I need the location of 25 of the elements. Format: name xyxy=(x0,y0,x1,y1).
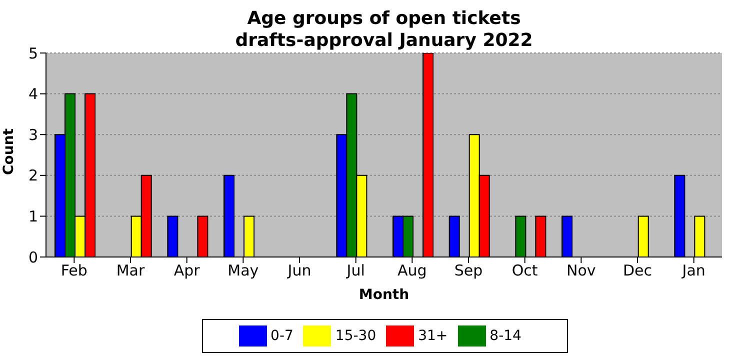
y-tick-label: 5 xyxy=(28,44,38,62)
legend-label: 31+ xyxy=(418,328,448,344)
legend-label: 0-7 xyxy=(270,328,294,344)
x-tick-label: Nov xyxy=(566,262,596,280)
x-tick-label: Sep xyxy=(454,262,483,280)
x-axis-title: Month xyxy=(358,287,410,303)
y-tick-label: 2 xyxy=(28,166,38,185)
x-tick-label: Aug xyxy=(398,262,427,280)
legend-label: 15-30 xyxy=(335,328,376,344)
x-tick-label: Jul xyxy=(346,262,365,280)
x-tick-label: Jan xyxy=(681,262,706,280)
x-tick-label: Apr xyxy=(174,262,201,280)
x-tick-label: Mar xyxy=(116,262,146,280)
x-tick-label: Jun xyxy=(286,262,312,280)
x-tick-label: May xyxy=(228,262,259,280)
y-tick-label: 1 xyxy=(28,208,38,226)
y-tick-label: 4 xyxy=(28,85,38,104)
x-tick-label: Oct xyxy=(512,262,538,280)
x-tick-label: Feb xyxy=(60,262,88,280)
y-tick-label: 3 xyxy=(28,126,38,144)
chart-title: Age groups of open tickets drafts-approval January 2022 xyxy=(234,8,534,52)
y-axis-title: Count xyxy=(0,128,17,175)
legend-label: 8-14 xyxy=(490,328,522,344)
y-tick-label: 0 xyxy=(28,248,38,266)
x-tick-label: Dec xyxy=(622,262,652,280)
